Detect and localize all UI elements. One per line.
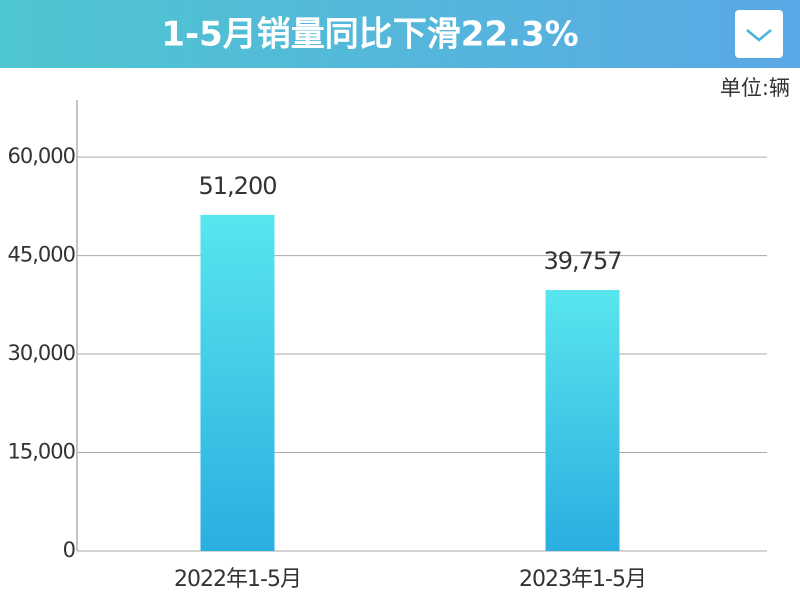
y-tick-label: 30,000 <box>8 341 75 365</box>
value-label: 51,200 <box>199 172 277 200</box>
bar <box>200 214 275 551</box>
bar <box>545 290 620 551</box>
y-tick-label: 0 <box>63 538 75 562</box>
chart-title: 1-5月销量同比下滑22.3% <box>161 15 578 55</box>
value-label: 39,757 <box>544 247 622 275</box>
y-tick-label: 45,000 <box>8 243 75 267</box>
dropdown-button[interactable] <box>735 10 783 58</box>
y-tick-label: 15,000 <box>8 440 75 464</box>
y-tick-label: 60,000 <box>8 144 75 168</box>
header-bar <box>0 0 800 68</box>
x-tick-label: 2023年1-5月 <box>519 567 646 592</box>
x-tick-label: 2022年1-5月 <box>174 567 301 592</box>
unit-label: 单位:辆 <box>720 76 790 100</box>
